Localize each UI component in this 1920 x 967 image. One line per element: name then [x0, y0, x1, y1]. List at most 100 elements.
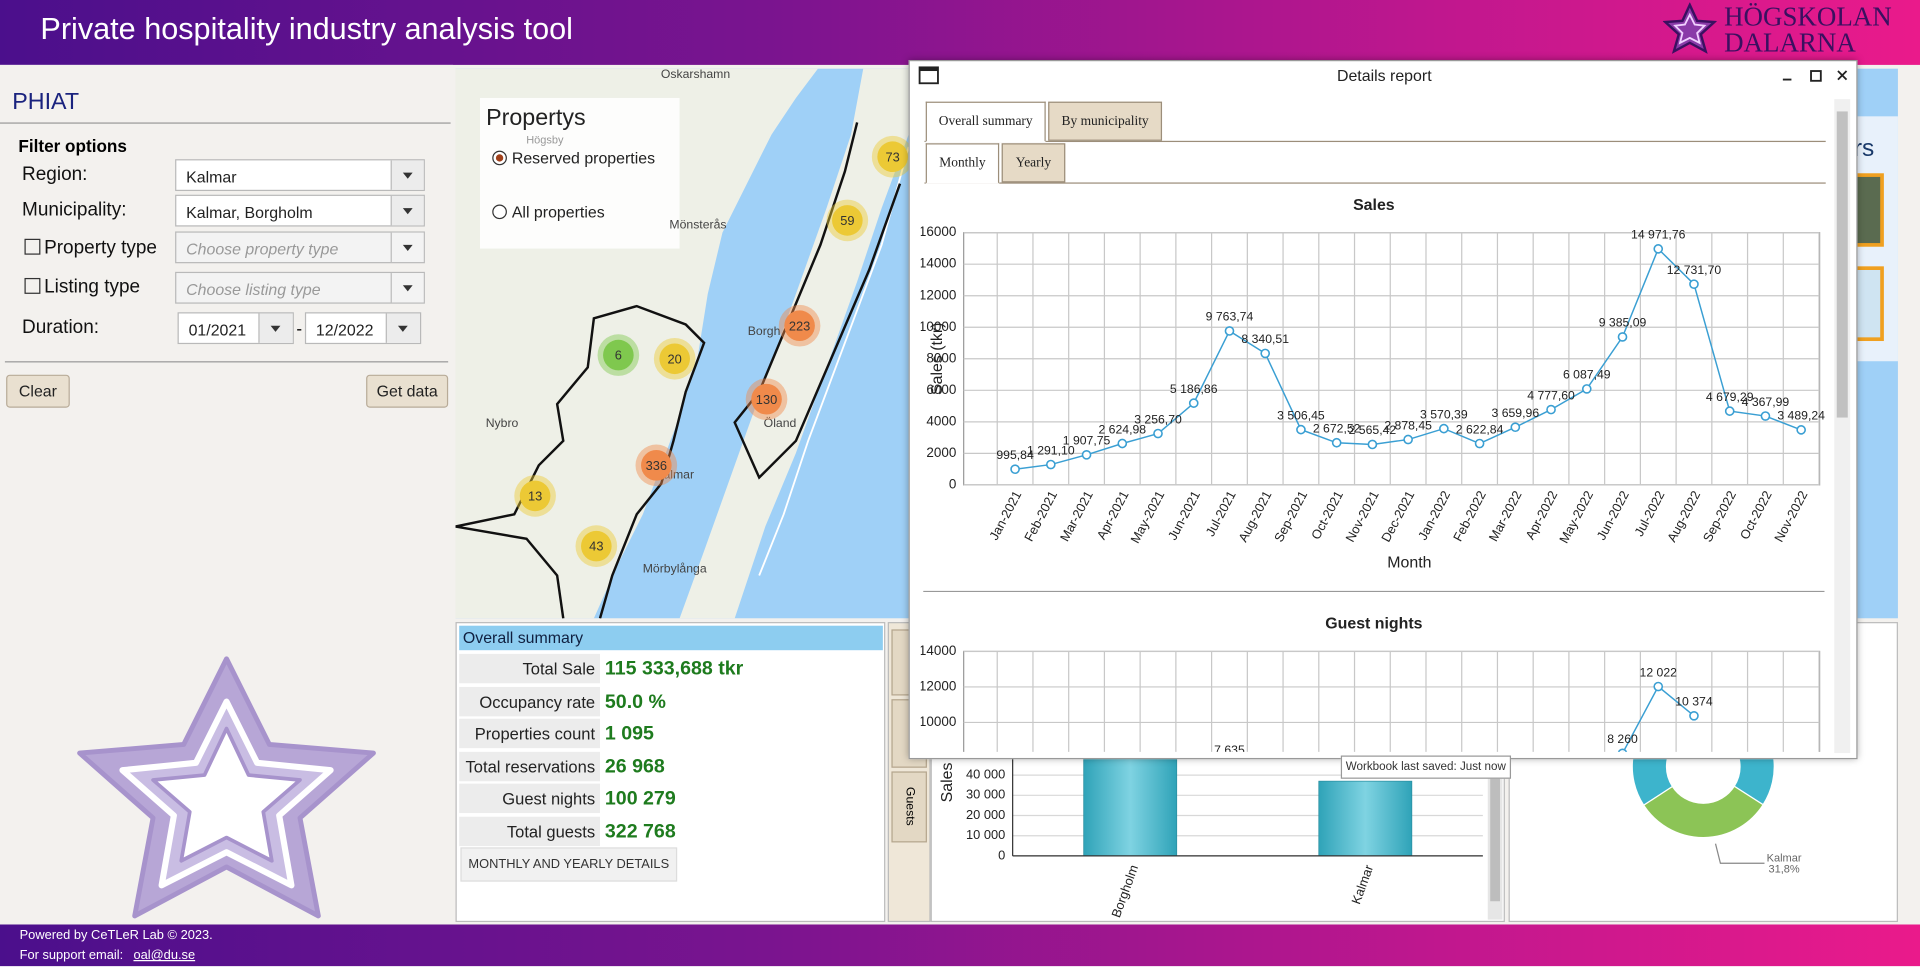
header: Private hospitality industry analysis to… — [0, 0, 1920, 65]
x-tick-label: May-2022 — [1556, 488, 1596, 545]
point — [1689, 710, 1699, 721]
value-label: 995,84 — [996, 448, 1034, 462]
y-tick-label: 0 — [998, 847, 1005, 862]
divider — [4, 361, 449, 363]
cluster — [659, 343, 690, 375]
date-from[interactable]: 01/2021 — [177, 312, 294, 345]
bar — [1083, 758, 1178, 857]
scroll-thumb[interactable] — [1836, 111, 1848, 418]
email-link[interactable]: oal@du.se — [133, 947, 196, 963]
calendar-button[interactable] — [258, 313, 293, 343]
place-label: Öland — [764, 416, 797, 430]
tab-line — [924, 140, 1826, 143]
cluster-count: 20 — [668, 351, 682, 366]
summary-value: 26 968 — [604, 756, 665, 777]
summary-label: Total Sale — [459, 653, 600, 684]
x-tick-label: Aug-2021 — [1235, 488, 1274, 544]
cluster — [519, 480, 551, 512]
point — [1617, 332, 1628, 342]
filter-title: Filter options — [18, 135, 127, 156]
tab[interactable]: Overall summary — [925, 101, 1046, 143]
window-controls[interactable] — [1777, 67, 1853, 84]
logo-text: HÖGSKOLAN DALARNA — [1724, 3, 1892, 56]
filter-checkbox[interactable]: Listing type — [24, 277, 140, 299]
x-tick-label: Apr-2022 — [1522, 488, 1560, 542]
cluster-count: 43 — [589, 539, 603, 554]
value-label: 3 489,24 — [1777, 409, 1825, 423]
radio-label: All properties — [512, 204, 605, 221]
y-tick-label: 12000 — [921, 679, 957, 694]
x-tick-label: Oct-2021 — [1308, 488, 1346, 542]
cluster-count: 73 — [886, 149, 900, 164]
date-value: 01/2021 — [188, 320, 247, 340]
legend-title: Propertys — [486, 104, 585, 130]
subtab[interactable]: Yearly — [1001, 143, 1066, 183]
cluster — [581, 530, 612, 562]
x-tick-label: Jan-2022 — [1415, 488, 1453, 542]
date-value: 12/2022 — [315, 320, 374, 340]
slice-label: Kalmar — [1767, 852, 1802, 864]
y-tick-label: 6000 — [926, 382, 956, 397]
summary-value: 50.0 % — [604, 691, 666, 713]
municipality-select[interactable]: Kalmar, Borgholm — [175, 194, 425, 227]
date-to[interactable]: 12/2022 — [304, 312, 422, 345]
subtab[interactable]: Monthly — [925, 143, 1000, 184]
point — [1224, 326, 1235, 336]
logo-star — [1662, 2, 1717, 54]
x-tick-label: Jul-2022 — [1631, 488, 1667, 539]
calendar-button[interactable] — [385, 313, 420, 343]
filter-checkbox[interactable]: Property type — [24, 238, 157, 260]
footer-support: For support email: — [19, 947, 124, 963]
summary-value: 322 768 — [604, 821, 676, 842]
point — [1153, 428, 1163, 439]
x-tick-label: Apr-2021 — [1094, 488, 1132, 542]
x-tick-label: Feb-2021 — [1021, 488, 1060, 544]
property-select[interactable]: Choose property type — [175, 231, 425, 264]
checkbox[interactable] — [24, 238, 41, 255]
y-tick-label: 20 000 — [966, 807, 1005, 822]
value-label: 8 340,51 — [1241, 332, 1289, 346]
dropdown-button[interactable] — [390, 195, 424, 226]
app-name: PHIAT — [12, 89, 80, 116]
x-tick-label: Borgholm — [1108, 863, 1141, 920]
get-data-button[interactable]: Get data — [366, 374, 449, 408]
region-select[interactable]: Kalmar — [175, 159, 425, 192]
summary-label: Properties count — [459, 718, 600, 749]
dropdown-button[interactable] — [390, 160, 424, 190]
listing-select[interactable]: Choose listing type — [175, 271, 425, 304]
place-label: Mönsterås — [669, 218, 726, 232]
value-label: 2 565,42 — [1349, 423, 1397, 437]
point — [1403, 434, 1413, 445]
point — [1260, 348, 1271, 359]
dropdown-button[interactable] — [390, 232, 424, 263]
dropdown-button[interactable] — [390, 273, 424, 303]
value-label: 3 256,70 — [1134, 412, 1182, 426]
x-tick-label: Mar-2021 — [1057, 488, 1096, 544]
tooltip: Workbook last saved: Just now — [1340, 755, 1511, 779]
slice-value: 31,8% — [1768, 863, 1799, 875]
legend-card — [480, 97, 680, 249]
clear-button[interactable]: Clear — [6, 374, 70, 408]
duration-label: Duration: — [22, 317, 100, 338]
cluster — [641, 450, 672, 481]
point — [1617, 748, 1628, 752]
side-tab[interactable]: Guests — [891, 771, 927, 843]
point — [1081, 449, 1092, 460]
checkbox[interactable] — [24, 277, 41, 294]
value-label: 6 087,49 — [1563, 368, 1611, 382]
x-axis-label: Month — [1387, 554, 1431, 571]
radio[interactable] — [492, 204, 507, 220]
tab[interactable]: By municipality — [1048, 101, 1163, 141]
cluster — [877, 141, 908, 173]
x-tick-label: Sep-2022 — [1700, 488, 1739, 544]
scrollbar[interactable] — [1834, 99, 1851, 754]
details-button[interactable]: MONTHLY AND YEARLY DETAILS — [460, 847, 678, 882]
y-axis-label: Sales — [939, 763, 956, 803]
y-tick-label: 40 000 — [966, 766, 1005, 781]
summary-label: Total guests — [459, 816, 600, 846]
point — [1367, 439, 1378, 450]
footer-credit: Powered by CeTLeR Lab © 2023. — [19, 928, 213, 943]
value-label: 5 186,86 — [1170, 382, 1218, 396]
value-label: 2 622,84 — [1456, 422, 1504, 436]
value-label: 1 907,75 — [1063, 434, 1111, 448]
